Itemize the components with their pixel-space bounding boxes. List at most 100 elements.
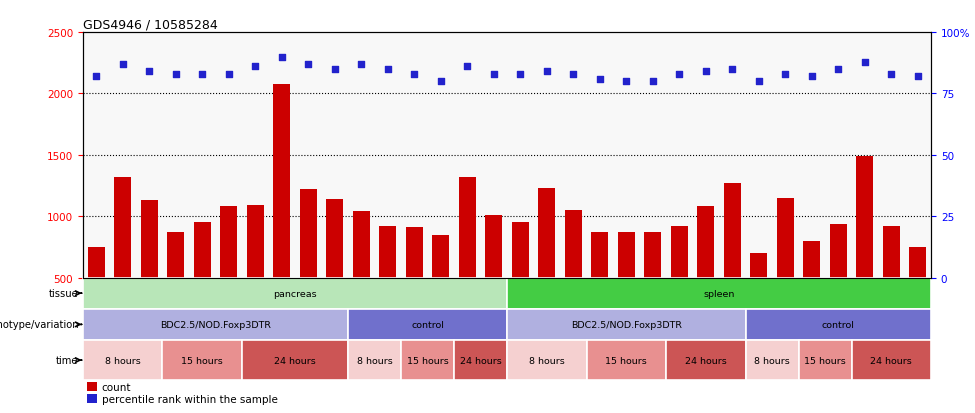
Bar	[856, 157, 874, 339]
Text: control: control	[822, 320, 855, 329]
Text: BDC2.5/NOD.Foxp3DTR: BDC2.5/NOD.Foxp3DTR	[160, 320, 271, 329]
Point	[566, 71, 581, 78]
Point	[141, 69, 157, 76]
Point	[407, 71, 422, 78]
Text: 8 hours: 8 hours	[357, 356, 392, 365]
Text: 15 hours: 15 hours	[605, 356, 647, 365]
Text: 15 hours: 15 hours	[407, 356, 448, 365]
Bar	[454, 340, 507, 380]
Point	[831, 66, 846, 73]
Bar	[299, 190, 317, 339]
Bar	[406, 228, 423, 339]
Bar	[163, 340, 242, 380]
Point	[883, 71, 899, 78]
Point	[645, 79, 661, 85]
Point	[327, 66, 342, 73]
Bar	[220, 207, 237, 339]
Bar	[326, 199, 343, 339]
Bar	[348, 340, 401, 380]
Point	[168, 71, 183, 78]
Point	[857, 59, 873, 66]
Text: percentile rank within the sample: percentile rank within the sample	[101, 394, 278, 404]
Text: count: count	[101, 382, 131, 392]
Text: BDC2.5/NOD.Foxp3DTR: BDC2.5/NOD.Foxp3DTR	[570, 320, 682, 329]
Text: GDS4946 / 10585284: GDS4946 / 10585284	[83, 19, 217, 32]
Bar	[671, 226, 688, 339]
Bar	[83, 340, 163, 380]
Bar	[432, 235, 449, 339]
Bar	[83, 309, 348, 340]
Text: tissue: tissue	[49, 288, 79, 299]
Bar	[587, 340, 666, 380]
Bar	[140, 201, 158, 339]
Bar	[167, 233, 184, 339]
Bar	[458, 178, 476, 339]
Point	[777, 71, 793, 78]
Bar	[591, 232, 608, 339]
Bar	[353, 212, 370, 339]
Text: genotype/variation: genotype/variation	[0, 320, 79, 330]
Point	[89, 74, 104, 81]
Text: 8 hours: 8 hours	[104, 356, 140, 365]
Point	[539, 69, 555, 76]
Point	[618, 79, 634, 85]
Text: 15 hours: 15 hours	[181, 356, 223, 365]
Bar	[803, 241, 820, 339]
Bar	[83, 278, 507, 309]
Point	[115, 62, 131, 68]
Bar	[777, 198, 794, 339]
Bar	[746, 340, 799, 380]
Text: 8 hours: 8 hours	[528, 356, 565, 365]
Bar	[565, 211, 582, 339]
Bar	[882, 226, 900, 339]
Bar	[666, 340, 746, 380]
Point	[486, 71, 501, 78]
Text: control: control	[411, 320, 444, 329]
Bar	[799, 340, 851, 380]
Bar	[538, 188, 556, 339]
Bar	[644, 233, 661, 339]
Bar	[697, 207, 715, 339]
Bar	[512, 223, 528, 339]
Bar	[87, 382, 98, 391]
Bar	[507, 278, 931, 309]
Point	[910, 74, 925, 81]
Bar	[750, 254, 767, 339]
Text: spleen: spleen	[703, 289, 735, 298]
Text: pancreas: pancreas	[273, 289, 317, 298]
Text: 15 hours: 15 hours	[804, 356, 846, 365]
Point	[672, 71, 687, 78]
Point	[724, 66, 740, 73]
Bar	[486, 216, 502, 339]
Point	[194, 71, 210, 78]
Bar	[114, 178, 132, 339]
Bar	[242, 340, 348, 380]
Bar	[851, 340, 931, 380]
Bar	[379, 226, 396, 339]
Bar	[746, 309, 931, 340]
Point	[459, 64, 475, 71]
Point	[300, 62, 316, 68]
Text: 24 hours: 24 hours	[459, 356, 501, 365]
Bar	[87, 394, 98, 404]
Point	[751, 79, 766, 85]
Point	[513, 71, 528, 78]
Point	[274, 54, 290, 61]
Bar	[273, 84, 291, 339]
Bar	[830, 224, 847, 339]
Point	[433, 79, 448, 85]
Bar	[723, 184, 741, 339]
Bar	[401, 340, 454, 380]
Text: 24 hours: 24 hours	[871, 356, 913, 365]
Point	[353, 62, 369, 68]
Bar	[247, 206, 264, 339]
Text: time: time	[57, 355, 79, 365]
Point	[221, 71, 237, 78]
Text: 24 hours: 24 hours	[684, 356, 726, 365]
Point	[804, 74, 820, 81]
Bar	[348, 309, 507, 340]
Text: 24 hours: 24 hours	[274, 356, 316, 365]
Point	[592, 76, 607, 83]
Bar	[88, 247, 104, 339]
Bar	[194, 223, 211, 339]
